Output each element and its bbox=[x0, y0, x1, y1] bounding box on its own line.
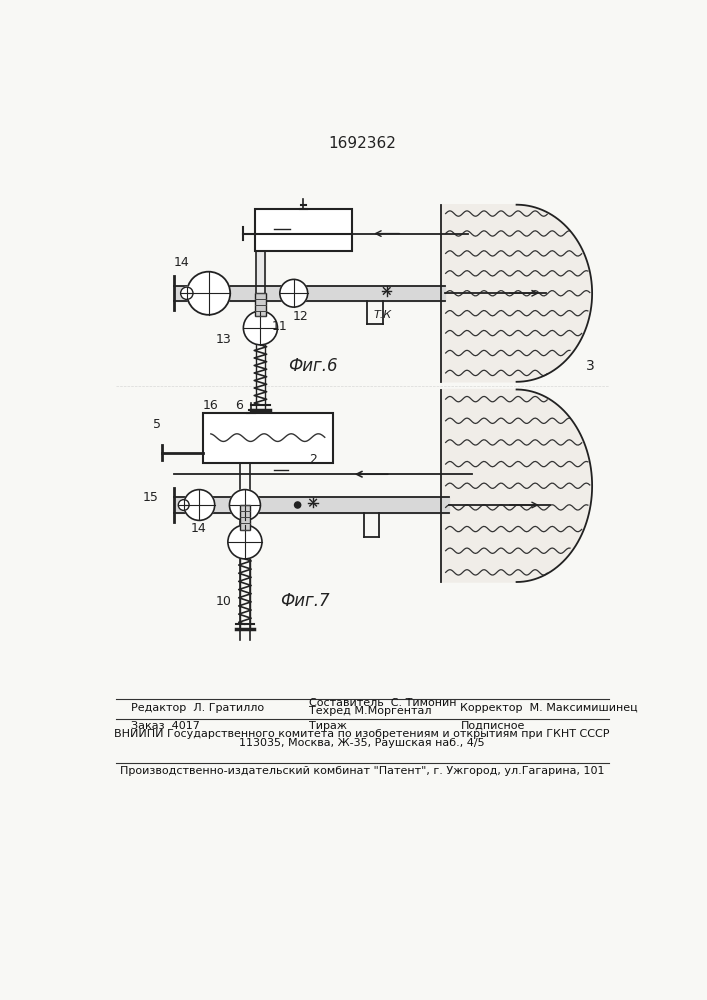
Polygon shape bbox=[174, 497, 449, 513]
Bar bbox=[255, 209, 352, 251]
Circle shape bbox=[243, 311, 277, 345]
Polygon shape bbox=[256, 224, 265, 309]
Bar bbox=[203, 413, 332, 463]
Text: ВНИИПИ Государственного комитета по изобретениям и открытиям при ГКНТ СССР: ВНИИПИ Государственного комитета по изоб… bbox=[115, 729, 609, 739]
Circle shape bbox=[295, 502, 300, 508]
Circle shape bbox=[184, 490, 215, 520]
Text: Корректор  М. Максимишинец: Корректор М. Максимишинец bbox=[460, 703, 638, 713]
Text: Производственно-издательский комбинат "Патент", г. Ужгород, ул.Гагарина, 101: Производственно-издательский комбинат "П… bbox=[119, 766, 604, 776]
Circle shape bbox=[280, 279, 308, 307]
Text: 14: 14 bbox=[190, 522, 206, 535]
Circle shape bbox=[178, 500, 189, 510]
Text: 13: 13 bbox=[216, 333, 232, 346]
Text: 15: 15 bbox=[142, 491, 158, 504]
Text: Заказ  4017: Заказ 4017 bbox=[131, 721, 200, 731]
Text: 10: 10 bbox=[216, 595, 232, 608]
Text: 1692362: 1692362 bbox=[328, 136, 396, 151]
Circle shape bbox=[230, 490, 260, 520]
Text: Редактор  Л. Гратилло: Редактор Л. Гратилло bbox=[131, 703, 264, 713]
Text: 5: 5 bbox=[153, 418, 160, 431]
Text: 16: 16 bbox=[203, 399, 218, 412]
Circle shape bbox=[180, 287, 193, 299]
Text: 3: 3 bbox=[586, 359, 595, 373]
Text: 113035, Москва, Ж-35, Раушская наб., 4/5: 113035, Москва, Ж-35, Раушская наб., 4/5 bbox=[239, 738, 485, 748]
Text: Т.К: Т.К bbox=[374, 310, 392, 320]
Text: Фиг.6: Фиг.6 bbox=[288, 357, 338, 375]
Text: 11: 11 bbox=[272, 320, 288, 333]
Text: Подписное: Подписное bbox=[460, 721, 525, 731]
Text: 12: 12 bbox=[292, 310, 308, 323]
Circle shape bbox=[187, 272, 230, 315]
Text: 6: 6 bbox=[235, 399, 243, 412]
Text: Техред М.Моргентал: Техред М.Моргентал bbox=[309, 706, 432, 716]
Polygon shape bbox=[441, 205, 592, 382]
Text: 14: 14 bbox=[173, 256, 189, 269]
Bar bbox=[255, 293, 266, 316]
Polygon shape bbox=[441, 389, 592, 582]
Circle shape bbox=[228, 525, 262, 559]
Text: 2: 2 bbox=[309, 453, 317, 466]
Polygon shape bbox=[174, 286, 445, 301]
Text: Фиг.7: Фиг.7 bbox=[281, 592, 330, 610]
Text: Составитель  С. Тимонин: Составитель С. Тимонин bbox=[309, 698, 457, 708]
Bar bbox=[240, 505, 250, 530]
Text: Тираж: Тираж bbox=[309, 721, 347, 731]
